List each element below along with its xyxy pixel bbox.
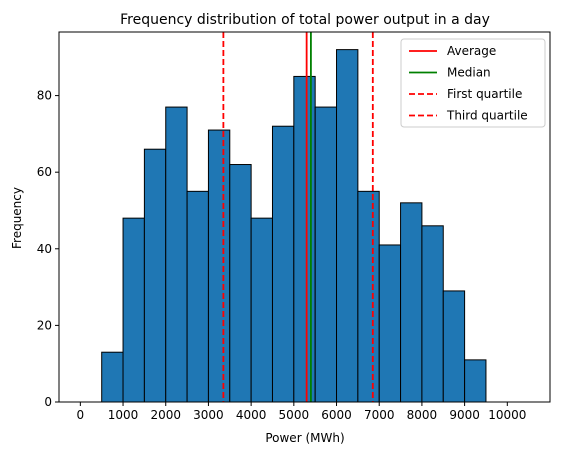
y-axis-label: Frequency: [10, 187, 24, 249]
x-tick-label: 1000: [108, 408, 139, 422]
legend-label: Median: [447, 66, 491, 80]
x-tick-label: 9000: [449, 408, 480, 422]
histogram-bar: [186, 190, 209, 403]
x-tick-label: 0: [77, 408, 85, 422]
histogram-bar: [314, 106, 338, 403]
y-tick-label: 0: [44, 395, 52, 409]
histogram-bar: [293, 75, 316, 403]
x-ticks-group: 0 1000 2000 3000 4000 5000 6000 7000 8000 9000 100…: [77, 402, 526, 422]
plot-frame: [58, 31, 551, 403]
y-tick-label: 20: [37, 318, 52, 332]
histogram-bar: [421, 225, 444, 403]
histogram-bar: [336, 49, 359, 403]
legend-label: Third quartile: [446, 109, 528, 123]
histogram-bar: [271, 125, 295, 403]
legend: Average Median First quartile Third quartil…: [400, 38, 546, 128]
legend-box: [400, 38, 546, 128]
histogram-bar: [357, 190, 380, 403]
x-tick-label: 3000: [193, 408, 224, 422]
histogram-bar: [250, 217, 273, 403]
histogram-bar: [229, 164, 252, 403]
x-tick-label: 5000: [279, 408, 310, 422]
bars-group: [101, 49, 487, 403]
histogram-bar: [165, 106, 188, 403]
histogram-bar: [122, 217, 145, 403]
x-axis-label: Power (MWh): [265, 431, 344, 445]
chart-title: Frequency distribution of total power ou…: [120, 12, 490, 28]
axes-group: [58, 31, 551, 403]
x-tick-label: 2000: [150, 408, 181, 422]
reference-lines-group: [222, 32, 374, 402]
histogram-bar: [101, 351, 124, 403]
legend-label: First quartile: [447, 87, 522, 101]
x-tick-label: 10000: [488, 408, 526, 422]
histogram-bar: [143, 148, 167, 403]
histogram-bar: [400, 202, 423, 403]
x-tick-label: 7000: [364, 408, 395, 422]
y-ticks-group: 0 20 40 60 80: [37, 89, 59, 409]
x-tick-label: 8000: [407, 408, 438, 422]
histogram-bar: [378, 244, 402, 403]
histogram-bar: [442, 290, 466, 403]
histogram-bar: [464, 359, 487, 403]
y-tick-label: 60: [37, 165, 52, 179]
x-tick-label: 4000: [236, 408, 267, 422]
y-tick-label: 40: [37, 242, 52, 256]
legend-label: Average: [447, 44, 496, 58]
y-tick-label: 80: [37, 89, 52, 103]
x-tick-label: 6000: [321, 408, 352, 422]
histogram-bar: [207, 129, 231, 403]
